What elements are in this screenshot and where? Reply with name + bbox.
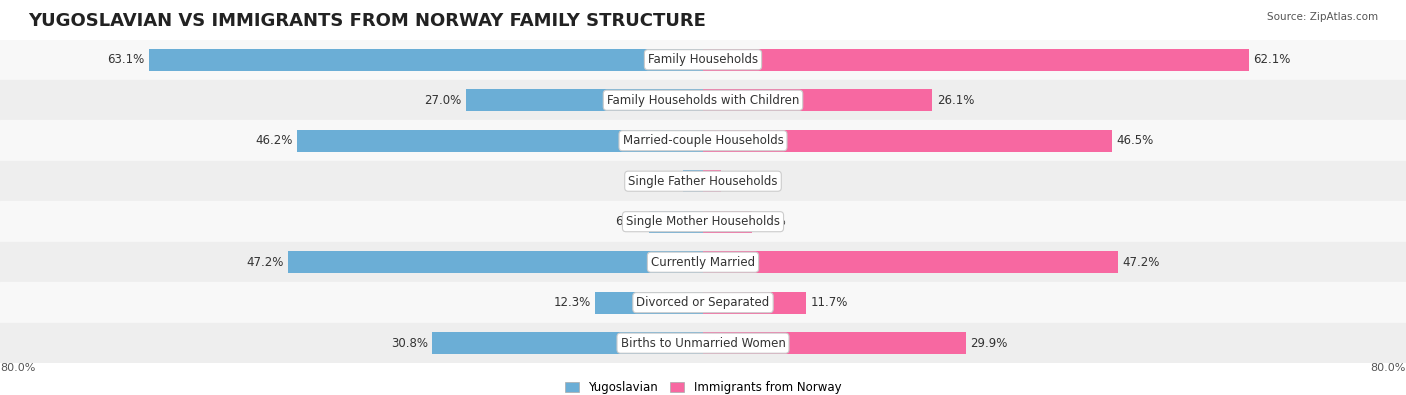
Legend: Yugoslavian, Immigrants from Norway: Yugoslavian, Immigrants from Norway: [560, 375, 846, 395]
Bar: [595, 292, 703, 314]
Text: 2.3%: 2.3%: [648, 175, 678, 188]
Bar: [683, 170, 703, 192]
Text: Single Mother Households: Single Mother Households: [626, 215, 780, 228]
Bar: [433, 332, 703, 354]
Text: YUGOSLAVIAN VS IMMIGRANTS FROM NORWAY FAMILY STRUCTURE: YUGOSLAVIAN VS IMMIGRANTS FROM NORWAY FA…: [28, 12, 706, 30]
Text: Currently Married: Currently Married: [651, 256, 755, 269]
Text: 2.0%: 2.0%: [725, 175, 755, 188]
Bar: [0, 323, 1406, 363]
Text: 80.0%: 80.0%: [0, 363, 35, 373]
Bar: [0, 120, 1406, 161]
Bar: [703, 170, 721, 192]
Text: 11.7%: 11.7%: [810, 296, 848, 309]
Text: 46.2%: 46.2%: [256, 134, 292, 147]
Text: 63.1%: 63.1%: [107, 53, 145, 66]
Text: 62.1%: 62.1%: [1253, 53, 1291, 66]
Bar: [0, 40, 1406, 80]
Text: 26.1%: 26.1%: [936, 94, 974, 107]
Bar: [0, 161, 1406, 201]
Bar: [0, 80, 1406, 120]
Bar: [0, 201, 1406, 242]
Bar: [288, 251, 703, 273]
Text: 5.6%: 5.6%: [756, 215, 786, 228]
Text: 12.3%: 12.3%: [554, 296, 591, 309]
Bar: [703, 89, 932, 111]
Text: 47.2%: 47.2%: [246, 256, 284, 269]
Text: 30.8%: 30.8%: [391, 337, 427, 350]
Bar: [149, 49, 703, 71]
Bar: [703, 251, 1118, 273]
Bar: [465, 89, 703, 111]
Bar: [703, 130, 1112, 152]
Text: 6.1%: 6.1%: [616, 215, 645, 228]
Text: 46.5%: 46.5%: [1116, 134, 1153, 147]
Bar: [703, 49, 1249, 71]
Text: Family Households: Family Households: [648, 53, 758, 66]
Bar: [0, 282, 1406, 323]
Bar: [297, 130, 703, 152]
Bar: [650, 211, 703, 233]
Text: Single Father Households: Single Father Households: [628, 175, 778, 188]
Text: 27.0%: 27.0%: [425, 94, 461, 107]
Bar: [703, 332, 966, 354]
Bar: [0, 242, 1406, 282]
Text: Married-couple Households: Married-couple Households: [623, 134, 783, 147]
Text: 29.9%: 29.9%: [970, 337, 1008, 350]
Text: Divorced or Separated: Divorced or Separated: [637, 296, 769, 309]
Text: 80.0%: 80.0%: [1371, 363, 1406, 373]
Bar: [703, 211, 752, 233]
Text: Births to Unmarried Women: Births to Unmarried Women: [620, 337, 786, 350]
Text: Source: ZipAtlas.com: Source: ZipAtlas.com: [1267, 12, 1378, 22]
Bar: [703, 292, 806, 314]
Text: 47.2%: 47.2%: [1122, 256, 1160, 269]
Text: Family Households with Children: Family Households with Children: [607, 94, 799, 107]
